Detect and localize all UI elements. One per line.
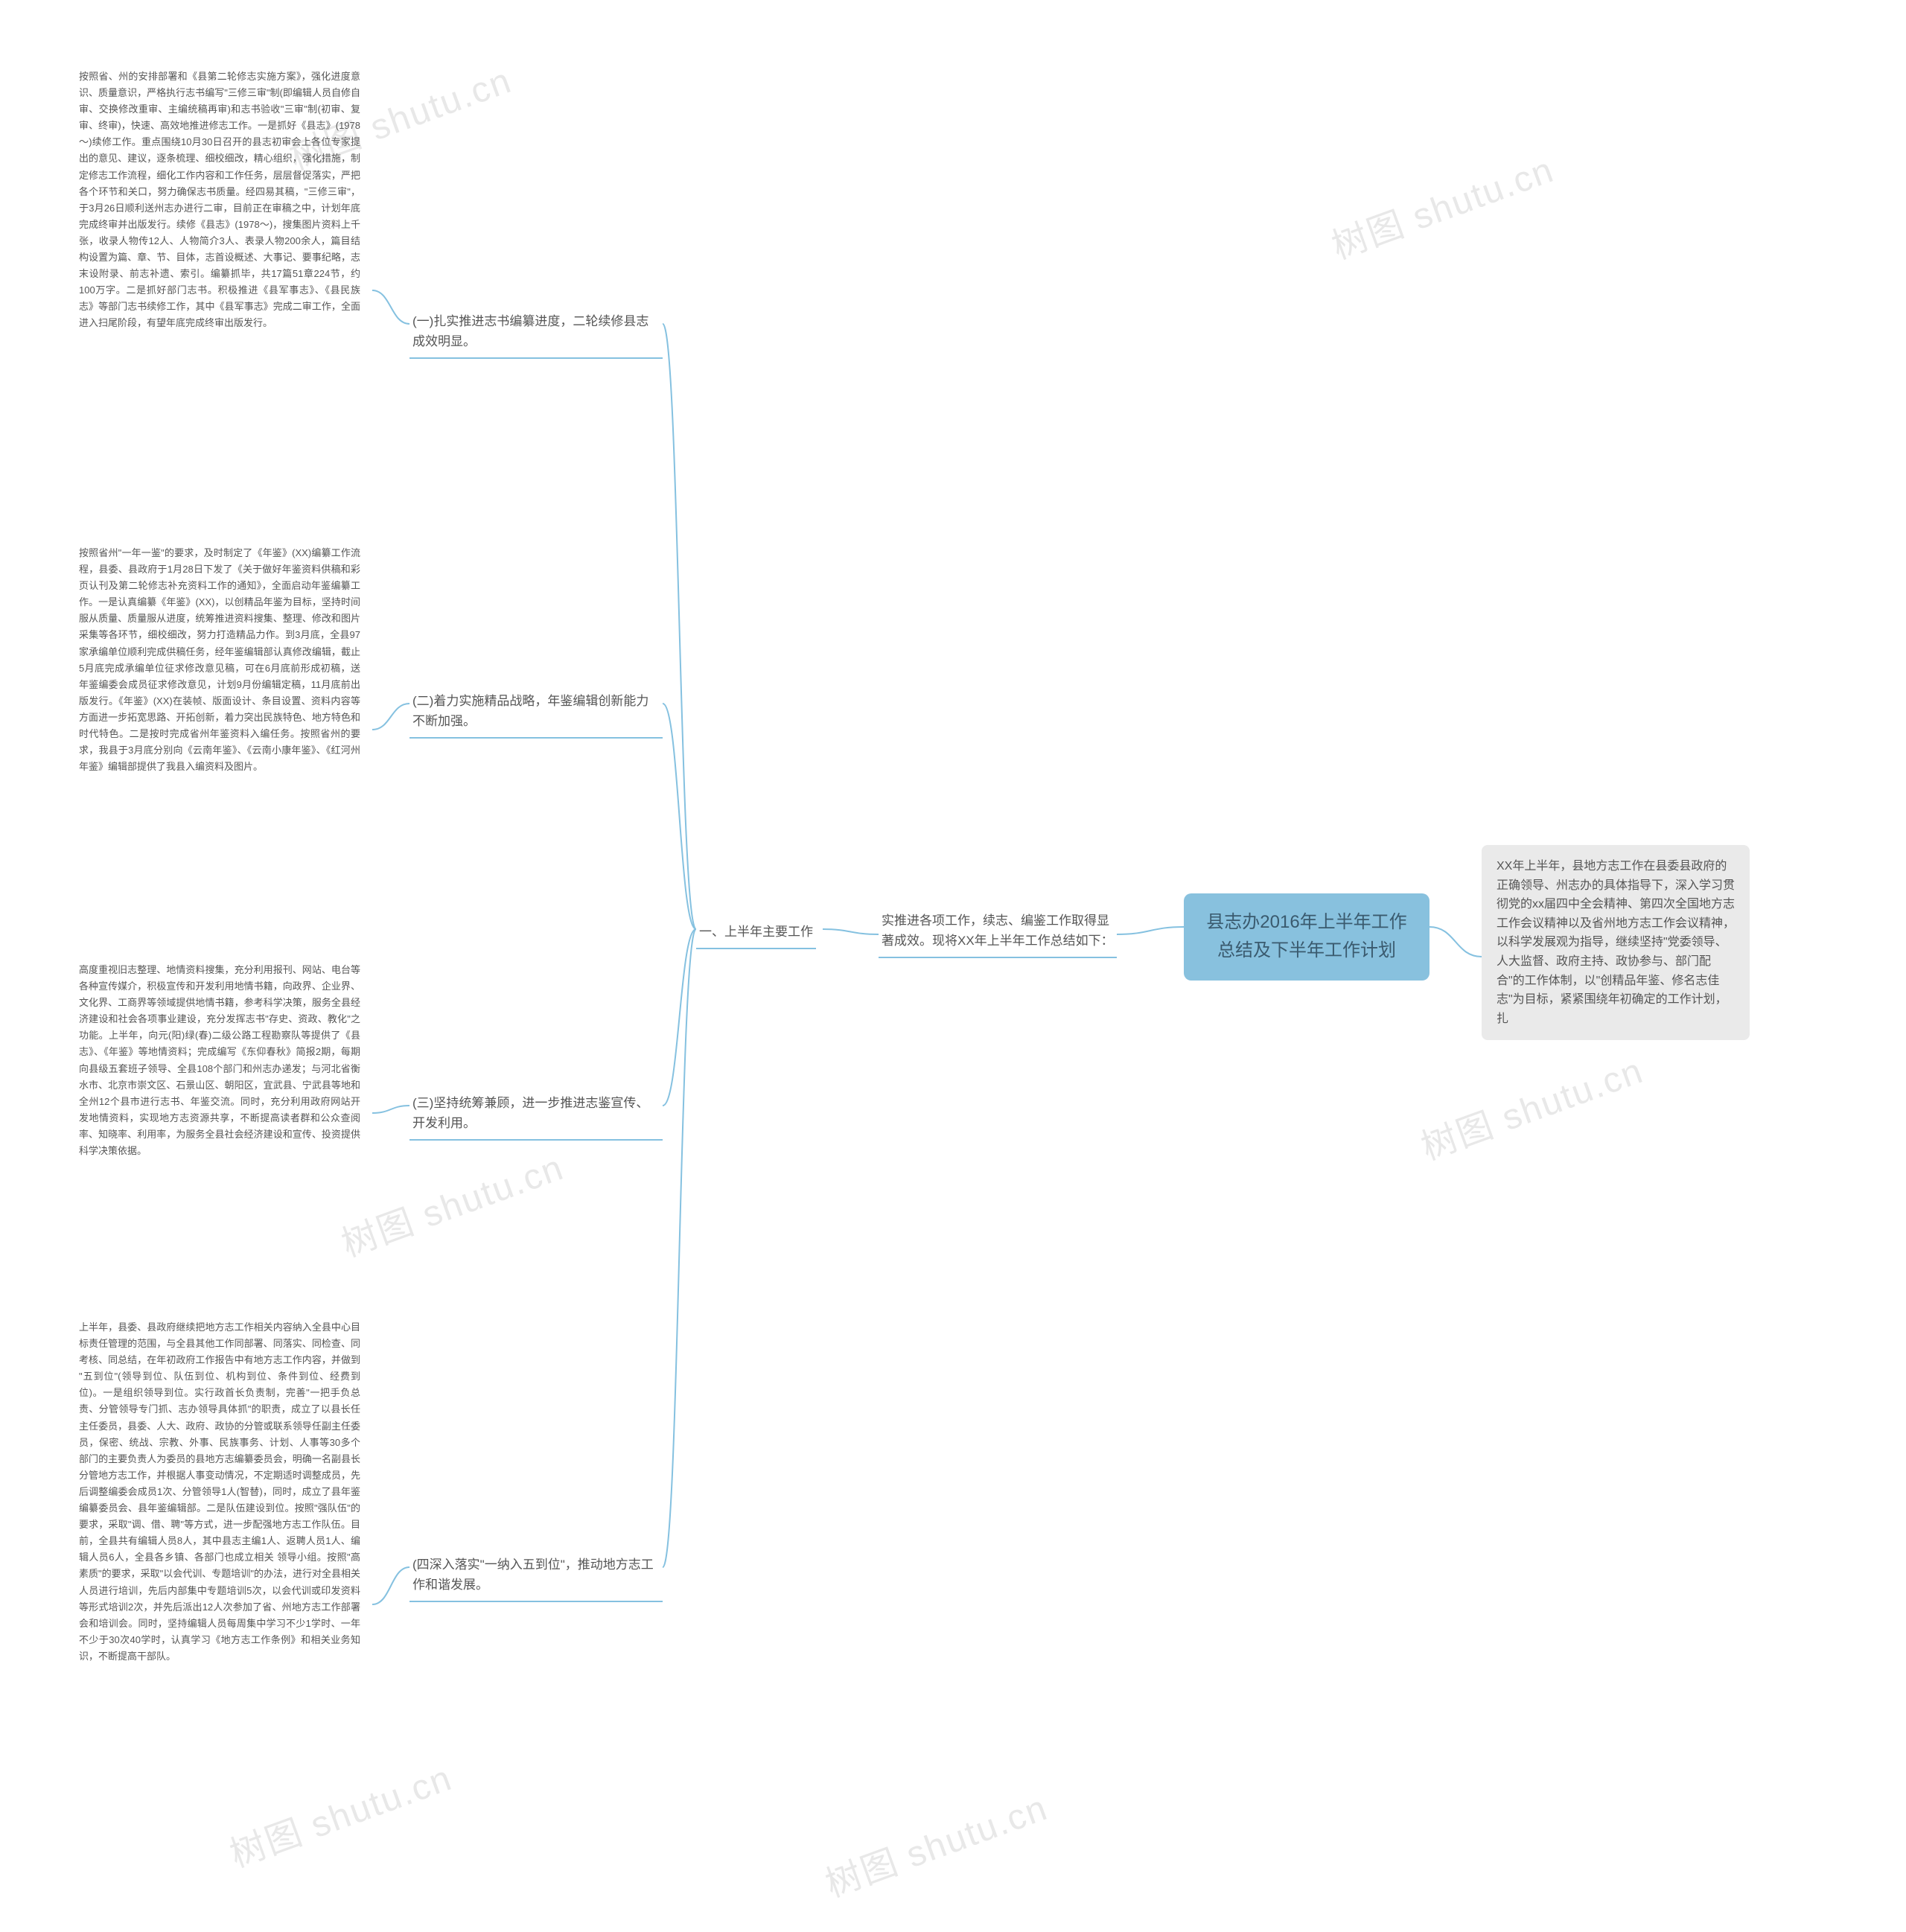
watermark: 树图 shutu.cn bbox=[221, 1749, 458, 1878]
subtitle-node: 实推进各项工作，续志、编鉴工作取得显著成效。现将XX年上半年工作总结如下： bbox=[879, 905, 1117, 958]
description-node: XX年上半年，县地方志工作在县委县政府的正确领导、州志办的具体指导下，深入学习贯… bbox=[1482, 845, 1750, 1040]
branch-content: 按照省州"一年一鉴"的要求，及时制定了《年鉴》(XX)编纂工作流程，县委、县政府… bbox=[67, 536, 372, 784]
branch-content: 按照省、州的安排部署和《县第二轮修志实施方案》，强化进度意识、质量意识，严格执行… bbox=[67, 60, 372, 341]
watermark: 树图 shutu.cn bbox=[1323, 141, 1560, 270]
level1-node: 一、上半年主要工作 bbox=[696, 916, 816, 949]
watermark: 树图 shutu.cn bbox=[1412, 1042, 1649, 1170]
branch-title: (一)扎实推进志书编纂进度，二轮续修县志成效明显。 bbox=[409, 305, 663, 359]
branch-title: (二)着力实施精品战略，年鉴编辑创新能力不断加强。 bbox=[409, 685, 663, 739]
root-node: 县志办2016年上半年工作总结及下半年工作计划 bbox=[1184, 893, 1430, 981]
branch-content: 高度重视旧志整理、地情资料搜集，充分利用报刊、网站、电台等各种宣传媒介，积极宣传… bbox=[67, 953, 372, 1168]
branch-title: (三)坚持统筹兼顾，进一步推进志鉴宣传、开发利用。 bbox=[409, 1087, 663, 1141]
watermark: 树图 shutu.cn bbox=[817, 1779, 1054, 1907]
branch-content: 上半年，县委、县政府继续把地方志工作相关内容纳入全县中心目标责任管理的范围，与全… bbox=[67, 1310, 372, 1674]
branch-title: (四深入落实"一纳入五到位"，推动地方志工作和谐发展。 bbox=[409, 1549, 663, 1602]
